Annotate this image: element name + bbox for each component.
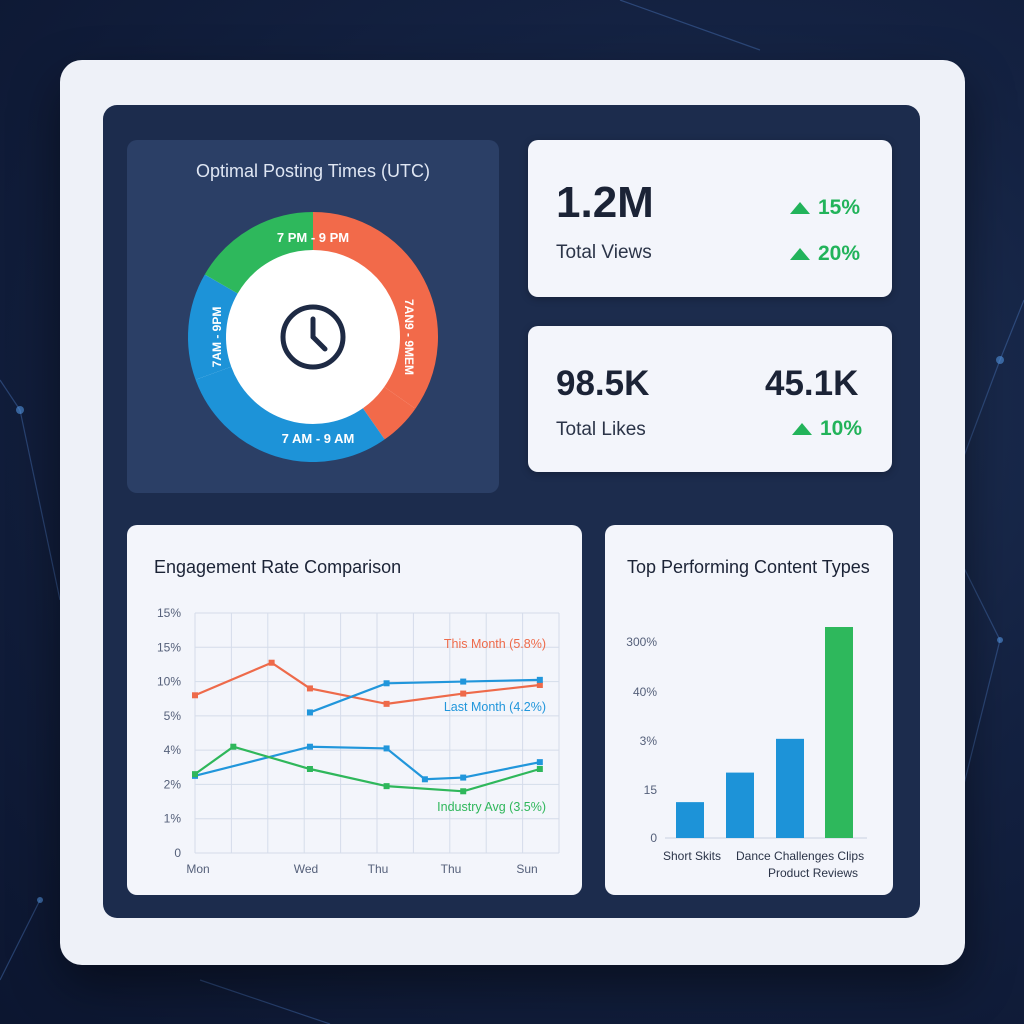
y-tick-label: 15% [157,606,181,620]
series-point [460,678,467,685]
y-tick-label: 40% [633,685,657,699]
bar-3 [825,627,853,838]
series-point [306,743,313,750]
series-point [268,659,275,666]
arrow-up-icon [790,202,810,214]
series-point [383,700,390,707]
series-point [383,680,390,687]
content-types-title: Top Performing Content Types [627,557,870,577]
views-change-2: 20% [790,242,860,266]
views-change-1: 15% [790,196,860,220]
series-point [230,743,237,750]
series-point [536,676,543,683]
x-tick-label: Wed [294,862,318,876]
series-line-3 [194,745,541,793]
engagement-card [127,525,582,895]
series-point [383,745,390,752]
series-point [192,692,198,699]
total-views-value: 1.2M [556,178,654,227]
y-tick-label: 10% [157,675,181,689]
series-point [306,685,313,692]
donut-segment-0 [312,212,438,409]
donut-segment-1 [362,386,416,440]
x-tick-label: Sun [516,862,537,876]
total-views-card: 1.2M Total Views 15% 20% [528,140,892,297]
series-point [306,766,313,772]
ring-label-left: 7AM - 9PM [210,307,224,368]
arrow-up-icon [792,423,812,435]
series-point [536,682,543,688]
arrow-up-icon [790,248,810,260]
y-tick-label: 0 [650,831,657,845]
series-line-0 [194,661,540,705]
series-line-2 [194,745,541,781]
total-views-label: Total Views [556,242,652,263]
total-likes-value: 98.5K [556,364,650,403]
y-tick-label: 4% [164,743,182,757]
y-tick-label: 5% [164,709,182,723]
series-line-1 [309,678,540,714]
x-tick-label: Thu [368,862,389,876]
bar-2 [776,738,804,838]
likes-change: 10% [792,417,862,441]
donut-segment-3 [188,274,238,380]
series-label: Industry Avg (3.5%) [437,800,546,814]
x-tick-label: Mon [186,862,209,876]
total-likes-label: Total Likes [556,419,646,440]
series-point [383,783,390,790]
series-point [192,771,198,778]
x-label: Short Skits [663,849,721,863]
series-point [460,690,467,697]
ring-label-top: 7 PM - 9 PM [277,230,349,245]
series-point [536,759,543,766]
x-label: Product Reviews [768,866,858,880]
y-tick-label: 15 [644,783,658,797]
x-label: Dance Challenges Clips [736,849,864,863]
series-point [460,774,467,781]
series-point [421,776,428,783]
x-tick-label: Thu [441,862,462,876]
ring-label-bottom: 7 AM - 9 AM [282,431,355,446]
content-types-bar-chart: 300% 40% 3% 15 0 Short Skits Dance Challenges … [626,627,867,880]
y-tick-label: 1% [164,812,182,826]
series-point [460,788,467,795]
y-tick-label: 3% [640,734,658,748]
y-tick-label: 15% [157,640,181,654]
views-change-1-value: 15% [818,196,861,219]
bar-0 [676,802,704,838]
engagement-title: Engagement Rate Comparison [154,557,402,577]
total-likes-card: 98.5K 45.1K Total Likes 10% [528,326,892,472]
posting-times-title: Optimal Posting Times (UTC) [195,161,431,181]
donut-segment-2 [195,366,385,462]
y-tick-label: 300% [626,635,657,649]
clock-icon [280,304,346,370]
donut-segment-4 [204,212,314,295]
total-likes-secondary-value: 45.1K [765,364,859,403]
series-label: This Month (5.8%) [444,637,546,651]
posting-times-donut: 7 PM - 9 PM 7 AM - 9 AM 7AM - 9PM 7AN9 -… [188,212,438,462]
engagement-line-chart: 15% 15% 10% 5% 4% 2% 1% 0 Mon Wed Thu Thu Sun This Mo… [157,606,560,876]
views-change-2-value: 20% [818,242,861,265]
series-point [306,709,313,716]
y-tick-label: 2% [164,777,182,791]
likes-change-value: 10% [820,417,863,440]
series-label: Last Month (4.2%) [444,700,546,714]
y-tick-label: 0 [174,846,181,860]
ring-label-right: 7AN9 - 9MEM [402,299,416,375]
series-point [536,766,543,772]
bar-1 [726,772,754,838]
